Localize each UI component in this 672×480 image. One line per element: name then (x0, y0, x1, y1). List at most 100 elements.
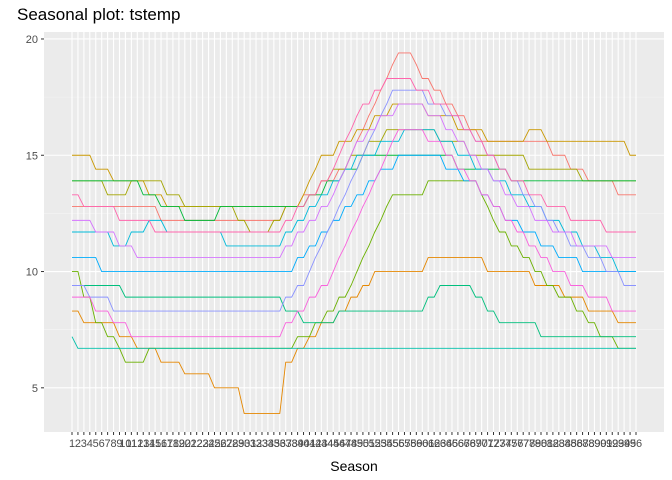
x-tick-label: 75 (505, 438, 517, 450)
x-tick-label: 55 (386, 438, 398, 450)
x-tick-label: 9 (116, 438, 122, 450)
x-tick-label: 74 (499, 438, 511, 450)
series-lines (71, 52, 636, 414)
x-tick-label: 6 (99, 438, 105, 450)
x-tick-label: 30 (238, 438, 250, 450)
x-tick-label: 67 (458, 438, 470, 450)
x-tick-label: 64 (440, 438, 452, 450)
x-tick-label: 62 (428, 438, 440, 450)
y-tick-label: 10 (26, 267, 38, 279)
x-tick-label: 54 (381, 438, 393, 450)
x-tick-label: 63 (434, 438, 446, 450)
x-tick-label: 52 (369, 438, 381, 450)
x-tick-label: 73 (493, 438, 505, 450)
x-tick-label: 32 (250, 438, 262, 450)
x-tick-label: 28 (226, 438, 238, 450)
x-tick-label: 86 (571, 438, 583, 450)
x-tick-label: 89 (588, 438, 600, 450)
x-tick-label: 91 (600, 438, 612, 450)
x-tick-label: 22 (191, 438, 203, 450)
x-tick-label: 93 (612, 438, 624, 450)
x-tick-label: 48 (345, 438, 357, 450)
x-tick-label: 44 (321, 438, 333, 450)
x-tick-label: 5 (93, 438, 99, 450)
x-tick-label: 56 (392, 438, 404, 450)
x-tick-label: 25 (208, 438, 220, 450)
series-line (72, 129, 636, 233)
x-tick-label: 29 (232, 438, 244, 450)
x-tick-label: 96 (630, 438, 642, 450)
x-tick-label: 57 (398, 438, 410, 450)
x-tick-label: 46 (333, 438, 345, 450)
x-tick-label: 37 (280, 438, 292, 450)
x-tick-label: 60 (416, 438, 428, 450)
x-tick-label: 61 (422, 438, 434, 450)
x-tick-label: 11 (126, 438, 137, 450)
x-tick-label: 90 (594, 438, 606, 450)
x-tick-label: 47 (339, 438, 351, 450)
x-tick-label: 8 (110, 438, 116, 450)
x-tick-label: 66 (452, 438, 464, 450)
y-tick-label: 20 (26, 34, 38, 46)
x-tick-label: 84 (559, 438, 571, 450)
series-line (72, 154, 636, 221)
x-tick-label: 71 (481, 438, 493, 450)
series-line (72, 78, 636, 233)
x-axis: 1 2 3 4 5 6 7 8 91011121314151617181920212223242… (69, 432, 642, 450)
x-tick-label: 45 (327, 438, 339, 450)
x-tick-label: 2 (75, 438, 81, 450)
x-tick-label: 59 (410, 438, 422, 450)
x-tick-label: 69 (470, 438, 482, 450)
x-tick-label: 76 (511, 438, 523, 450)
x-tick-label: 70 (476, 438, 488, 450)
series-line (72, 154, 636, 272)
x-tick-label: 7 (105, 438, 111, 450)
series-line (72, 103, 636, 259)
x-tick-label: 39 (291, 438, 303, 450)
series-line (72, 257, 636, 414)
series-line (72, 89, 636, 312)
x-tick-label: 68 (464, 438, 476, 450)
x-tick-label: 51 (363, 438, 375, 450)
x-tick-label: 38 (286, 438, 298, 450)
series-line (72, 129, 636, 338)
x-tick-label: 94 (618, 438, 630, 450)
x-tick-label: 27 (220, 438, 232, 450)
x-tick-label: 65 (446, 438, 458, 450)
x-tick-label: 82 (547, 438, 559, 450)
x-tick-label: 80 (535, 438, 547, 450)
x-tick-label: 21 (185, 438, 197, 450)
series-line (71, 336, 636, 349)
x-tick-label: 83 (553, 438, 565, 450)
x-tick-label: 43 (315, 438, 327, 450)
x-tick-label: 72 (487, 438, 499, 450)
x-tick-label: 3 (81, 438, 87, 450)
x-tick-label: 24 (202, 438, 214, 450)
x-tick-label: 18 (167, 438, 179, 450)
x-tick-label: 31 (244, 438, 256, 450)
x-tick-label: 41 (303, 438, 315, 450)
x-tick-label: 79 (529, 438, 541, 450)
x-tick-label: 58 (404, 438, 416, 450)
x-tick-label: 4 (87, 438, 93, 450)
x-tick-label: 17 (161, 438, 173, 450)
x-tick-label: 42 (309, 438, 321, 450)
x-tick-label: 10 (119, 438, 131, 450)
x-tick-label: 77 (517, 438, 529, 450)
chart-title: Seasonal plot: tstemp (17, 5, 181, 24)
x-tick-label: 12 (131, 438, 143, 450)
x-tick-label: 16 (155, 438, 167, 450)
x-tick-label: 20 (179, 438, 191, 450)
x-tick-label: 78 (523, 438, 535, 450)
x-tick-label: 26 (214, 438, 226, 450)
y-tick-label: 15 (26, 150, 38, 162)
x-tick-label: 50 (357, 438, 369, 450)
x-tick-label: 14 (143, 438, 155, 450)
y-axis: 5 10 15 20 (26, 34, 44, 395)
x-tick-label: 1 (69, 438, 75, 450)
x-tick-label: 92 (606, 438, 618, 450)
x-tick-label: 40 (297, 438, 309, 450)
x-tick-label: 23 (196, 438, 208, 450)
x-tick-label: 34 (262, 438, 274, 450)
